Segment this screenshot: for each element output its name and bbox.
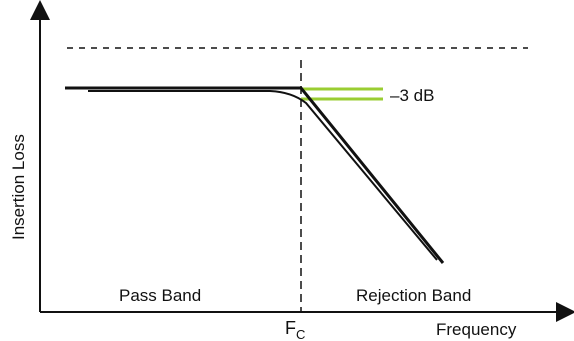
ideal-response-curve: [65, 86, 445, 264]
cutoff-frequency-label: FC: [285, 318, 305, 341]
actual-response-curve: [88, 90, 438, 261]
pass-band-label: Pass Band: [119, 286, 201, 305]
minus-3db-label: –3 dB: [390, 86, 434, 105]
rejection-band-label: Rejection Band: [356, 286, 471, 305]
y-axis-label: Insertion Loss: [9, 134, 28, 240]
x-axis-label: Frequency: [436, 320, 517, 339]
